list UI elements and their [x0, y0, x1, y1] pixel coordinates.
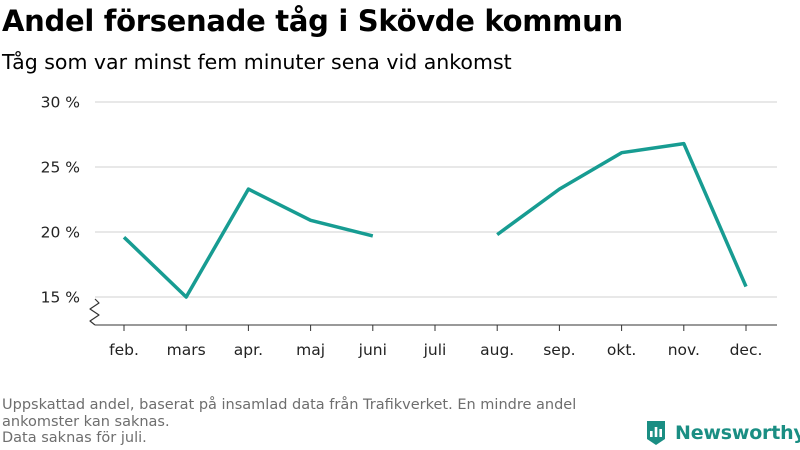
axis-break-icon [89, 298, 100, 326]
series-lines [122, 141, 748, 299]
footnote-line-3: Data saknas för juli. [2, 430, 147, 446]
x-tick-label: juli [423, 341, 447, 359]
x-tick-label: aug. [480, 341, 514, 359]
footnote-line-2: ankomster kan saknas. [2, 413, 170, 430]
brand-name: Newsworthy [675, 422, 800, 444]
newsworthy-logo-icon [647, 421, 665, 445]
series-line-segment [496, 141, 748, 288]
gridlines [95, 101, 777, 298]
x-tick-label: mars [167, 341, 206, 359]
x-tick-label: nov. [668, 341, 700, 359]
y-tick-label: 15 % [41, 289, 80, 307]
footnote: Uppskattad andel, baserat på insamlad da… [2, 397, 642, 447]
series-line-segment [122, 187, 374, 299]
x-tick-label: sep. [543, 341, 575, 359]
x-tick-label: okt. [607, 341, 636, 359]
footnote-line-1: Uppskattad andel, baserat på insamlad da… [2, 397, 577, 413]
x-axis: feb. mars apr. maj juni juli aug. sep. okt. nov. d… [89, 298, 777, 359]
x-tick-label: feb. [109, 341, 139, 359]
y-tick-label: 25 % [41, 159, 80, 177]
y-tick-label: 20 % [41, 224, 80, 242]
chart-title: Andel försenade tåg i Skövde kommun [2, 4, 623, 38]
x-tick-label: juni [358, 341, 387, 359]
chart-subtitle: Tåg som var minst fem minuter sena vid a… [2, 50, 512, 74]
y-tick-label: 30 % [41, 94, 80, 112]
y-axis-ticks: 15 % 20 % 25 % 30 % [41, 94, 80, 307]
x-tick-label: dec. [730, 341, 763, 359]
x-tick-label: maj [296, 341, 325, 359]
x-tick-label: apr. [234, 341, 263, 359]
brand-logo: Newsworthy [645, 420, 800, 446]
